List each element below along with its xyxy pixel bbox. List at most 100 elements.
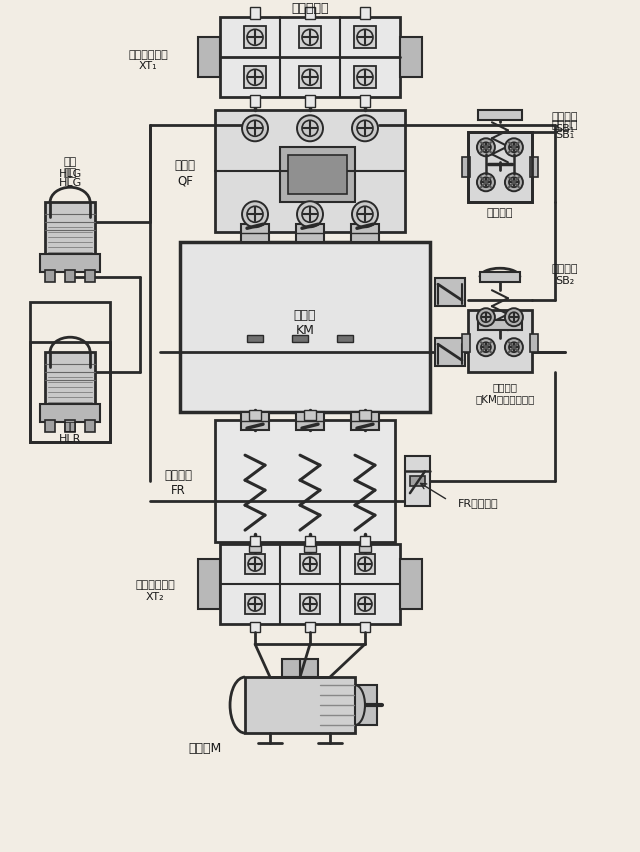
Bar [305,622,315,632]
Bar [355,595,375,614]
Bar [65,271,75,283]
Bar [400,38,422,78]
Bar [405,457,430,507]
Bar [468,311,532,373]
Text: HLG: HLG [58,178,82,188]
Circle shape [297,116,323,142]
Bar [198,38,220,78]
Bar [245,595,265,614]
Bar [468,133,532,203]
Text: 停止按钮: 停止按钮 [552,120,578,130]
Bar [245,677,355,734]
Circle shape [352,202,378,228]
Text: 电源进线端子
XT₁: 电源进线端子 XT₁ [128,49,168,71]
Bar [30,302,110,443]
Bar [180,243,430,412]
Bar [480,273,520,283]
Bar [215,421,395,543]
Text: 断路器
QF: 断路器 QF [175,159,196,187]
Bar [435,279,465,307]
Circle shape [505,309,523,327]
Bar [250,622,260,632]
Bar [296,412,324,430]
Text: 绿灯: 绿灯 [63,168,77,178]
Bar [305,9,315,20]
Text: FR常闭触头: FR常闭触头 [458,498,499,508]
Bar [45,271,55,283]
Circle shape [242,116,268,142]
Bar [359,543,371,552]
Text: 停止按钮
SB₁: 停止按钮 SB₁ [552,112,578,134]
Bar [85,271,95,283]
Bar [288,156,347,195]
Text: 输出接线端子
XT₂: 输出接线端子 XT₂ [135,579,175,602]
Bar [282,659,318,677]
Text: 常开触头
与KM自锁触头并联: 常开触头 与KM自锁触头并联 [476,382,534,404]
Bar [530,335,538,353]
Text: 接触器
KM: 接触器 KM [294,308,316,337]
Text: 绿灯
HLG: 绿灯 HLG [58,158,82,179]
Bar [360,622,370,632]
Bar [241,225,269,243]
Bar [247,336,263,343]
Bar [244,67,266,89]
Circle shape [505,174,523,192]
Text: 热继电器
FR: 热继电器 FR [164,469,192,497]
Bar [220,18,400,98]
Bar [355,685,377,725]
Bar [299,27,321,49]
Bar [215,111,405,233]
Bar [250,9,260,20]
Text: SB₁: SB₁ [556,130,575,140]
Bar [280,148,355,203]
Bar [85,421,95,433]
Bar [305,96,315,108]
Bar [300,555,320,574]
Bar [245,555,265,574]
Circle shape [505,139,523,157]
Bar [360,537,370,546]
Bar [530,158,538,178]
Text: 电动机M: 电动机M [188,740,221,754]
Bar [249,411,261,421]
Circle shape [297,202,323,228]
Text: 接三相电源: 接三相电源 [291,2,329,14]
Bar [478,321,522,331]
Bar [354,67,376,89]
Bar [198,560,220,609]
Bar [250,96,260,108]
Circle shape [477,339,495,357]
Bar [296,225,324,243]
Bar [337,336,353,343]
Bar [30,343,110,443]
Text: 起动按钮
SB₂: 起动按钮 SB₂ [552,264,578,285]
Bar [299,67,321,89]
Bar [249,543,261,552]
Circle shape [477,174,495,192]
Bar [40,255,100,273]
Bar [354,27,376,49]
Bar [359,411,371,421]
Bar [300,595,320,614]
Circle shape [477,139,495,157]
Bar [435,339,465,366]
Bar [241,412,269,430]
Bar [400,560,422,609]
Bar [462,335,470,353]
Bar [351,225,379,243]
Bar [220,544,400,625]
Bar [468,133,532,203]
Text: 红灯
HLR: 红灯 HLR [59,422,81,443]
Bar [304,411,316,421]
Bar [250,537,260,546]
Bar [351,412,379,430]
Bar [305,537,315,546]
Circle shape [477,309,495,327]
Bar [45,421,55,433]
Bar [244,27,266,49]
Circle shape [352,116,378,142]
Bar [65,421,75,433]
Bar [45,203,95,258]
Bar [304,543,316,552]
Circle shape [242,202,268,228]
